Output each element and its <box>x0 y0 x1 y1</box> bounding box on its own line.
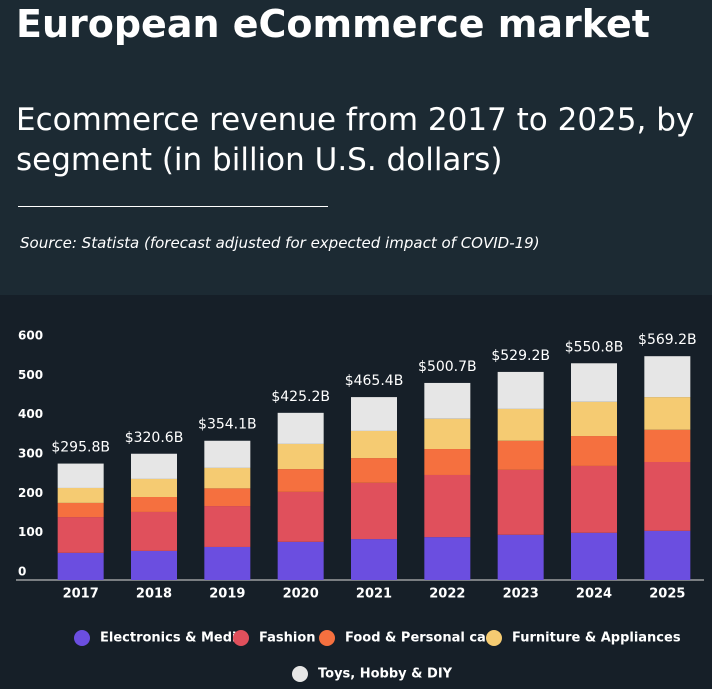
bar-segment <box>351 430 397 459</box>
bar-segment <box>351 482 397 540</box>
x-tick-label: 2025 <box>649 587 685 602</box>
y-tick-label: 500 <box>18 368 43 382</box>
bar-segment <box>424 449 471 475</box>
bar-segment <box>351 397 397 431</box>
legend-swatch <box>233 630 249 646</box>
y-tick-label: 0 <box>18 565 26 579</box>
y-tick-label: 600 <box>18 329 43 343</box>
bar-segment <box>131 453 177 479</box>
x-tick-label: 2022 <box>429 587 465 602</box>
subtitle: Ecommerce revenue from 2017 to 2025, by … <box>16 102 695 178</box>
divider <box>18 206 328 207</box>
bar-segment <box>57 552 104 580</box>
legend-swatch <box>319 630 335 646</box>
bar-segment <box>424 382 471 419</box>
bar-segment <box>131 550 177 580</box>
total-label: $320.6B <box>125 430 184 446</box>
bar-segment <box>497 534 544 580</box>
bar-segment <box>277 412 324 444</box>
bar-segment <box>277 491 324 542</box>
bar-segment <box>57 502 104 518</box>
total-label: $500.7B <box>418 359 477 375</box>
legend-label: Fashion <box>259 631 316 646</box>
bar-segment <box>644 429 691 462</box>
legend-swatch <box>292 666 308 682</box>
legend-label: Furniture & Appliances <box>512 631 681 646</box>
legend-swatch <box>486 630 502 646</box>
bar-segment <box>644 530 691 580</box>
bar-segment <box>204 506 251 547</box>
total-label: $354.1B <box>198 417 257 433</box>
bar-segment <box>424 418 471 450</box>
x-tick-label: 2018 <box>136 587 172 602</box>
bar-segment <box>277 443 324 470</box>
legend-label: Toys, Hobby & DIY <box>318 667 453 682</box>
total-label: $529.2B <box>491 348 550 364</box>
bar-segment <box>351 458 397 483</box>
bar-segment <box>571 465 617 533</box>
legend-swatch <box>74 630 90 646</box>
bar-segment <box>57 517 104 553</box>
bar-segment <box>131 511 177 551</box>
x-tick-label: 2017 <box>63 587 99 602</box>
x-tick-label: 2019 <box>209 587 245 602</box>
bar-segment <box>277 469 324 492</box>
y-tick-label: 300 <box>18 447 43 461</box>
bar-segment <box>571 436 617 466</box>
bar-segment <box>277 541 324 580</box>
legend-label: Food & Personal care <box>345 631 501 646</box>
title: European eCommerce market <box>16 2 650 46</box>
bar-segment <box>131 478 177 498</box>
bar-segment <box>644 356 691 398</box>
legend-label: Electronics & Media <box>100 631 245 646</box>
bar-segment <box>497 371 544 409</box>
x-tick-label: 2023 <box>503 587 539 602</box>
bar-segment <box>424 537 471 580</box>
total-label: $295.8B <box>51 440 110 456</box>
x-tick-label: 2020 <box>283 587 319 602</box>
bar-segment <box>57 487 104 503</box>
bar-segment <box>497 469 544 535</box>
y-tick-label: 400 <box>18 407 43 421</box>
x-tick-label: 2021 <box>356 587 392 602</box>
y-tick-label: 100 <box>18 525 43 539</box>
bar-segment <box>497 440 544 470</box>
bar-segment <box>571 532 617 580</box>
bar-segment <box>131 497 177 512</box>
total-label: $569.2B <box>638 332 697 348</box>
bar-segment <box>57 463 104 488</box>
bar-segment <box>644 462 691 531</box>
total-label: $550.8B <box>565 339 624 355</box>
bar-segment <box>351 539 397 580</box>
bar-segment <box>204 546 251 580</box>
y-tick-label: 200 <box>18 486 43 500</box>
bar-segment <box>571 363 617 402</box>
total-label: $425.2B <box>271 389 330 405</box>
bar-segment <box>204 440 251 468</box>
bar-segment <box>571 401 617 437</box>
bar-segment <box>497 408 544 441</box>
total-label: $465.4B <box>345 373 404 389</box>
x-tick-label: 2024 <box>576 587 612 602</box>
bar-segment <box>424 474 471 538</box>
bar-segment <box>204 488 251 507</box>
bar-segment <box>644 397 691 430</box>
bar-segment <box>204 467 251 489</box>
source: Source: Statista (forecast adjusted for … <box>20 234 540 252</box>
